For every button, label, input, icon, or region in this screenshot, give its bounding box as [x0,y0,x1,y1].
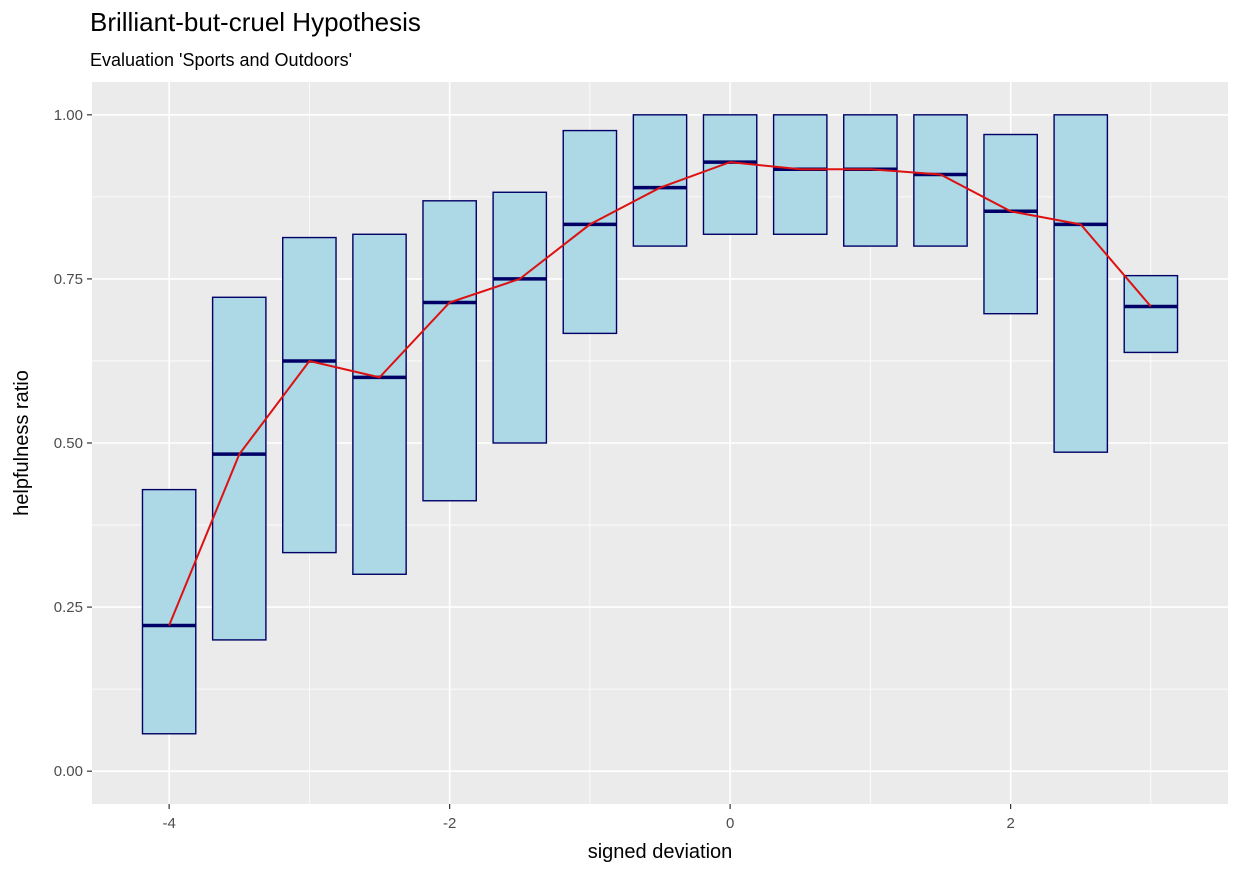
x-tick-label: 0 [726,815,734,832]
y-tick-label: 0.00 [54,763,83,780]
box [282,236,337,554]
median-trend-line [168,161,1152,626]
median-trend [168,161,1152,626]
chart-title: Brilliant-but-cruel Hypothesis [90,7,421,37]
x-axis-label: signed deviation [588,841,733,863]
x-tick-label: -4 [162,815,175,832]
y-tick-label: 0.75 [54,271,83,288]
box [913,114,968,247]
y-tick-label: 0.25 [54,599,83,616]
y-tick-label: 1.00 [54,107,83,124]
y-tick-label: 0.50 [54,435,83,452]
box [352,233,407,575]
box [1123,274,1179,354]
y-axis-label: helpfulness ratio [11,370,33,516]
box [702,114,758,235]
box [983,133,1038,315]
box [562,129,618,335]
box [772,114,828,235]
x-tick-label: -2 [443,815,456,832]
box [422,200,477,502]
x-tick-label: 2 [1006,815,1014,832]
x-axis: -4 -2 0 2 [162,804,1015,832]
box [843,114,898,247]
chart-subtitle: Evaluation 'Sports and Outdoors' [90,50,352,70]
boxes [141,114,1179,735]
box [492,191,548,444]
y-axis: 0.00 0.25 0.50 0.75 1.00 [54,107,92,780]
box [211,296,267,641]
box [1053,114,1109,453]
box [141,488,197,735]
